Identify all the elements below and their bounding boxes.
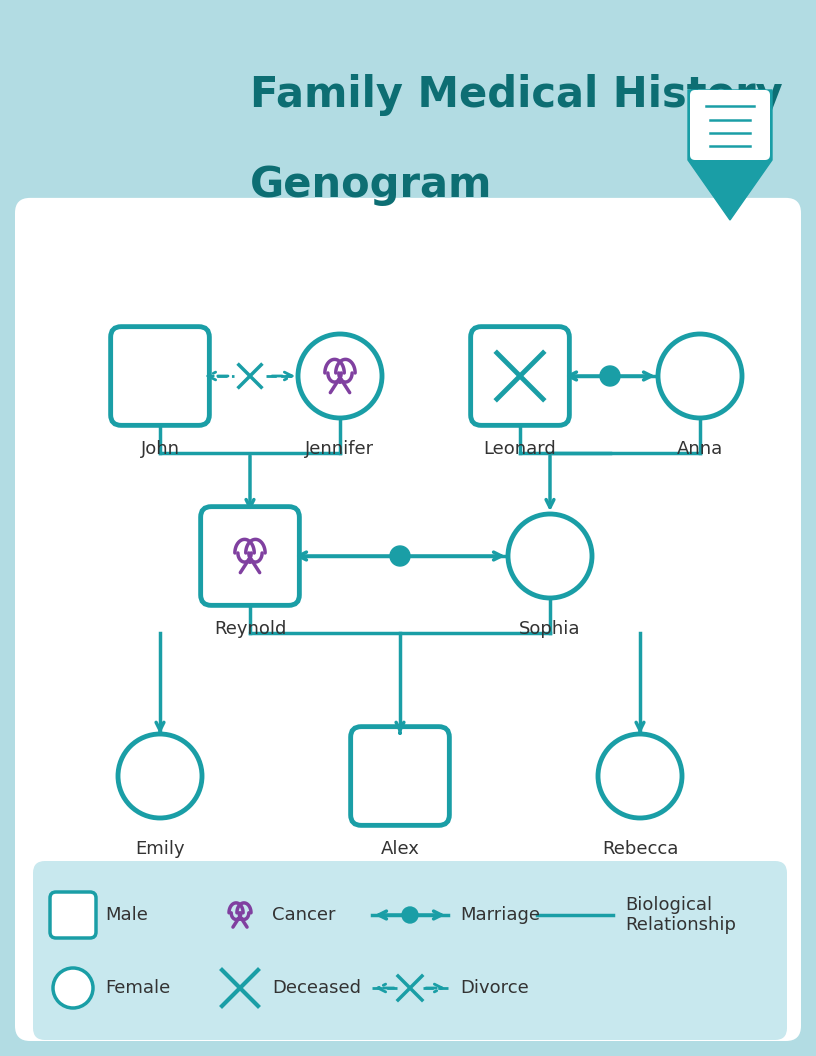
FancyBboxPatch shape [201, 507, 299, 605]
Text: Genogram: Genogram [250, 164, 492, 206]
Circle shape [600, 366, 620, 386]
Text: Leonard: Leonard [484, 440, 557, 458]
Text: Cancer: Cancer [272, 906, 335, 924]
FancyBboxPatch shape [15, 197, 801, 1041]
Text: Male: Male [105, 906, 148, 924]
Text: Biological: Biological [625, 895, 712, 914]
Text: Alex: Alex [380, 840, 419, 857]
Text: Marriage: Marriage [460, 906, 540, 924]
Text: Reynold: Reynold [214, 620, 286, 638]
Text: John: John [140, 440, 180, 458]
Text: Female: Female [105, 979, 171, 997]
Text: Jennifer: Jennifer [305, 440, 375, 458]
Text: Sophia: Sophia [519, 620, 581, 638]
FancyBboxPatch shape [33, 861, 787, 1040]
Circle shape [390, 546, 410, 566]
FancyBboxPatch shape [690, 90, 770, 161]
Text: Rebecca: Rebecca [602, 840, 678, 857]
Circle shape [247, 558, 253, 563]
Circle shape [598, 734, 682, 818]
Text: Deceased: Deceased [272, 979, 361, 997]
Circle shape [53, 968, 93, 1008]
Circle shape [658, 334, 742, 418]
Circle shape [238, 917, 242, 920]
FancyBboxPatch shape [50, 892, 96, 938]
Circle shape [118, 734, 202, 818]
Text: Emily: Emily [135, 840, 184, 857]
Circle shape [508, 514, 592, 598]
FancyBboxPatch shape [471, 326, 570, 426]
Circle shape [298, 334, 382, 418]
FancyBboxPatch shape [351, 727, 450, 826]
Text: Anna: Anna [677, 440, 723, 458]
Text: Family Medical History: Family Medical History [250, 74, 783, 116]
FancyBboxPatch shape [111, 326, 210, 426]
Text: Divorce: Divorce [460, 979, 529, 997]
Text: Relationship: Relationship [625, 916, 736, 934]
Circle shape [402, 907, 418, 923]
Circle shape [337, 378, 343, 383]
Polygon shape [688, 90, 772, 220]
